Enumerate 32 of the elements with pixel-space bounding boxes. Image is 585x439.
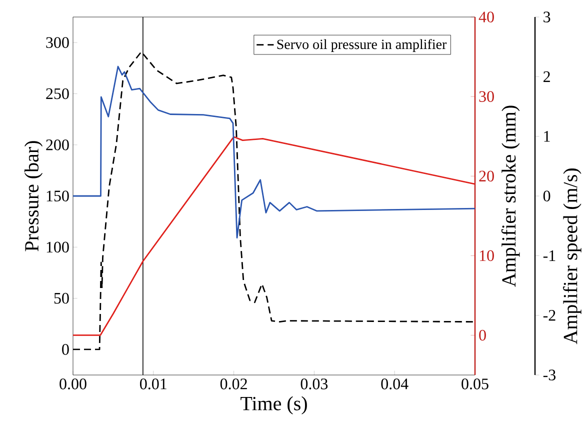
x-tick-label: 0.02 xyxy=(220,378,247,390)
y3-tick-label: -1 xyxy=(543,250,556,261)
y2-tick-label: 20 xyxy=(479,170,494,182)
y3-tick-label: 1 xyxy=(544,131,550,142)
y2-axis-title: Amplifier stroke (mm) xyxy=(501,106,520,287)
x-tick-label: 0.03 xyxy=(300,378,328,390)
y-tick-label: 50 xyxy=(54,292,69,304)
y-tick-label: 150 xyxy=(46,190,69,202)
y-axis-title: Pressure (bar) xyxy=(24,141,43,252)
x-tick-label: 0.05 xyxy=(462,378,488,390)
y2-tick-label: 10 xyxy=(480,250,494,262)
y2-tick-label: 40 xyxy=(478,12,494,22)
y3-tick-label: -2 xyxy=(543,310,556,321)
y3-tick-label: -3 xyxy=(543,370,556,380)
y3-tick-label: 3 xyxy=(544,12,550,22)
x-tick-label: 0.01 xyxy=(140,378,166,390)
line-series xyxy=(73,136,475,336)
y-tick-label: 200 xyxy=(46,139,69,150)
x-tick-label: 0.00 xyxy=(60,378,86,390)
line-series xyxy=(73,66,475,238)
x-tick-label: 0.04 xyxy=(381,378,408,390)
y-tick-label: 300 xyxy=(46,37,69,48)
y3-tick-label: 0 xyxy=(543,190,550,202)
y-tick-label: 250 xyxy=(46,88,69,100)
y-tick-label: 100 xyxy=(46,242,69,253)
y3-tick-label: 2 xyxy=(544,71,550,82)
y2-tick-label: 30 xyxy=(479,91,494,102)
legend-label: Servo oil pressure in amplifier xyxy=(277,39,447,52)
y2-tick-label: 0 xyxy=(479,330,486,341)
y3-axis-title: Amplifier speed (m/s) xyxy=(562,168,582,344)
y-tick-label: 0 xyxy=(62,344,69,355)
x-axis-title: Time (s) xyxy=(240,396,307,414)
